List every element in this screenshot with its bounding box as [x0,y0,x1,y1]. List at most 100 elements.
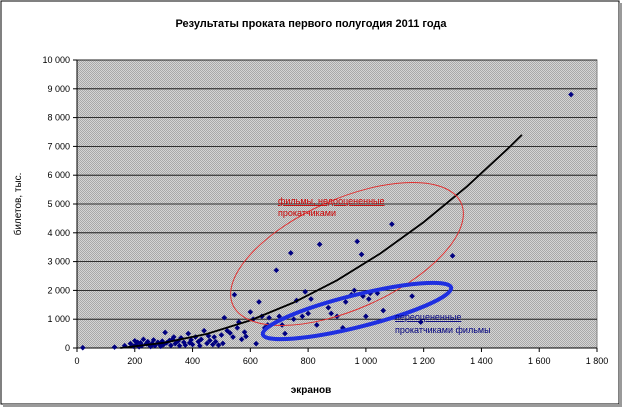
data-point-3 [127,340,134,347]
data-point-86 [328,310,335,317]
data-point-101 [409,293,415,299]
data-point-42 [196,342,203,349]
annotation-underrated: фильмы, недооцененные прокатчиками [278,196,385,218]
data-point-12 [143,340,150,347]
data-point-91 [351,287,358,294]
data-point-72 [273,267,280,274]
data-point-21 [157,343,164,350]
data-point-94 [360,293,366,299]
y-tick-label-3: 3 000 [47,257,70,267]
data-point-81 [305,310,311,317]
y-tick-label-2: 2 000 [47,285,70,295]
x-tick-label-8: 1 600 [528,356,551,366]
data-point-61 [238,336,245,343]
data-point-39 [189,341,196,348]
annotation-overrated: переоцененные прокатчиками фильмы [395,312,491,335]
data-point-18 [152,342,158,349]
data-point-32 [176,342,183,349]
data-point-44 [201,327,207,334]
x-tick-label-1: 200 [127,356,142,366]
data-point-56 [227,330,233,336]
data-point-24 [162,329,168,336]
annotation-underrated-line-1: фильмы, недооцененные [278,196,385,206]
data-point-88 [339,325,346,331]
x-tick-label-3: 600 [243,356,258,366]
gridlines [77,59,597,320]
data-point-64 [247,309,254,315]
data-point-49 [211,334,218,340]
data-point-102 [417,319,424,325]
annotation-overrated-line-2: прокатчиками фильмы [395,325,491,335]
data-point-5 [131,338,138,344]
data-point-0 [79,344,86,351]
data-point-54 [221,314,228,321]
data-point-66 [253,340,259,347]
y-tick-label-7: 7 000 [47,141,70,151]
data-point-52 [218,332,225,338]
data-point-50 [212,338,219,345]
data-point-1 [111,344,118,350]
data-point-17 [150,337,157,343]
data-point-77 [290,316,297,322]
data-point-79 [299,313,306,320]
data-point-7 [134,339,141,346]
chart-title: Результаты проката первого полугодия 201… [175,18,447,30]
data-point-38 [188,337,194,343]
annotation-underrated-line-2: прокатчиками [278,208,336,218]
data-point-103 [449,253,456,259]
data-point-71 [266,314,272,321]
data-point-80 [302,289,309,295]
data-point-53 [220,340,226,347]
data-point-43 [198,336,205,343]
data-point-57 [230,334,236,340]
data-point-96 [365,296,372,302]
y-axis-label: билетов, тыс. [12,173,24,236]
data-point-100 [389,221,395,227]
data-point-59 [234,325,241,331]
data-point-23 [160,341,167,348]
data-point-99 [380,307,387,314]
data-point-27 [168,342,174,349]
data-point-13 [144,338,151,345]
data-point-48 [209,341,216,348]
x-tick-label-2: 400 [185,356,200,366]
x-axis-ticks: 0 200 400 600 800 1 000 1 200 1 400 1 600 1 800 [74,347,608,366]
data-point-9 [137,340,144,346]
y-tick-label-0: 0 [65,343,70,353]
data-point-36 [185,330,192,337]
x-axis-label: экранов [291,385,332,396]
data-point-85 [325,304,332,311]
y-axis-ticks: 0 1 000 2 000 3 000 4 000 5 000 6 000 7 000 8 00… [42,55,78,353]
y-tick-label-8: 8 000 [47,113,70,123]
trendline [120,134,523,349]
data-point-93 [358,251,365,258]
x-tick-label-6: 1 200 [412,356,435,366]
data-point-20 [156,341,163,348]
data-point-75 [282,330,288,337]
data-point-89 [342,299,349,305]
data-point-62 [241,329,248,335]
overrated-ellipse [260,280,454,342]
y-tick-label-4: 4 000 [47,228,70,238]
data-point-34 [181,339,187,346]
underrated-ellipse [230,182,464,326]
data-point-11 [140,336,147,343]
y-tick-label-9: 9 000 [47,84,70,94]
x-tick-label-4: 800 [301,356,316,366]
data-point-58 [231,291,238,298]
chart-shadow-bottom [3,404,620,407]
data-point-46 [205,333,212,339]
y-tick-label-10: 10 000 [42,55,70,65]
data-point-82 [308,296,314,302]
data-point-63 [243,333,249,340]
x-tick-label-0: 0 [74,356,79,366]
chart-shadow-right [619,3,622,407]
data-point-84 [316,241,323,248]
data-point-19 [155,339,161,346]
data-point-67 [256,299,262,305]
data-point-29 [170,334,177,340]
x-tick-label-5: 1 000 [355,356,378,366]
data-point-45 [204,340,210,347]
data-point-83 [313,322,320,328]
